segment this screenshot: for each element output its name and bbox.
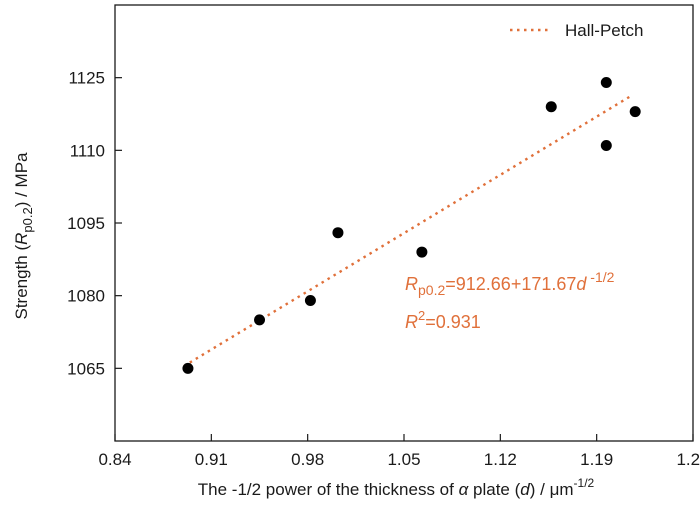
eq-sup: -1/2 (586, 269, 614, 285)
fit-line-hall-petch (183, 94, 632, 368)
r2-sup: 2 (418, 308, 425, 323)
data-point (304, 295, 316, 307)
y-axis-title: Strength (Rp0.2) / MPa (12, 152, 35, 320)
ylabel-prefix: Strength ( (12, 245, 31, 320)
ylabel-sub: p0.2 (20, 207, 35, 232)
data-point (416, 246, 428, 258)
y-tick-label: 1065 (67, 359, 105, 378)
xlabel-prefix: The -1/2 power of the thickness of (198, 480, 459, 499)
data-point (600, 139, 612, 151)
fit-r-squared: R2=0.931 (405, 308, 481, 332)
data-point (629, 106, 641, 118)
y-tick-label: 1095 (67, 214, 105, 233)
x-tick-label: 0.84 (98, 450, 131, 469)
data-point (545, 101, 557, 113)
ylabel-suffix: ) / MPa (12, 152, 31, 207)
fit-equation: Rp0.2=912.66+171.67d -1/2 (405, 269, 615, 298)
eq-sub: p0.2 (418, 282, 445, 298)
y-tick-label: 1110 (70, 141, 105, 160)
y-tick-label: 1080 (67, 287, 105, 306)
xlabel-symbol: α (459, 480, 470, 499)
legend-label-hall-petch: Hall-Petch (565, 21, 643, 40)
xlabel-var: d (520, 480, 530, 499)
x-tick-label: 0.98 (291, 450, 324, 469)
x-tick-label: 1.12 (484, 450, 517, 469)
x-tick-label: 0.91 (195, 450, 228, 469)
r2-var: R (405, 312, 418, 332)
r2-rhs: =0.931 (425, 312, 481, 332)
x-axis-title: The -1/2 power of the thickness of α pla… (198, 476, 595, 499)
x-tick-label: 1.05 (387, 450, 420, 469)
ylabel-var: R (12, 233, 31, 245)
x-tick-label: 1.26 (676, 450, 700, 469)
eq-var: R (405, 274, 418, 294)
eq-rhs: =912.66+171.67 (445, 274, 576, 294)
data-point (332, 227, 344, 239)
plot-frame (114, 4, 694, 442)
legend: Hall-Petch (510, 21, 643, 40)
data-point (254, 314, 265, 326)
xlabel-sup: -1/2 (574, 476, 595, 490)
data-point (182, 362, 194, 374)
xlabel-suffix: ) / μm (530, 480, 574, 499)
data-point (600, 77, 612, 89)
eq-var2: d (576, 274, 587, 294)
x-tick-label: 1.19 (580, 450, 613, 469)
y-tick-label: 1125 (68, 69, 105, 88)
xlabel-middle: plate ( (468, 480, 520, 499)
